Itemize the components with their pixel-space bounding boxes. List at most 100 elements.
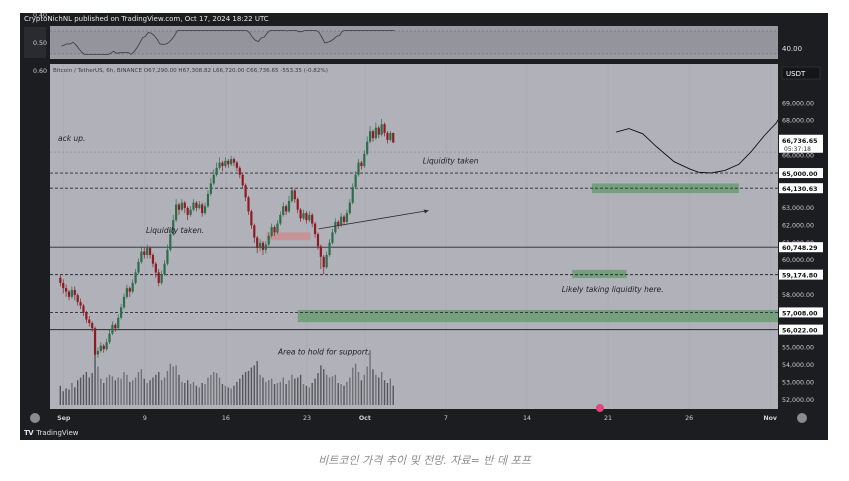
level-price-label: 65,000.00 xyxy=(782,171,818,178)
candle-body xyxy=(160,274,163,283)
right-axis-tick: 58,000.00 xyxy=(782,292,814,299)
volume-bar xyxy=(297,377,299,405)
candle-body xyxy=(273,227,276,233)
candle-body xyxy=(363,153,366,167)
candle-body xyxy=(374,127,377,139)
right-axis-tick: 66,000.00 xyxy=(782,153,814,160)
level-price-label: 64,130.63 xyxy=(782,186,817,193)
volume-bar xyxy=(389,378,392,405)
plot-background xyxy=(50,64,778,409)
candle-body xyxy=(67,291,71,297)
volume-bar xyxy=(169,363,172,405)
candle-body xyxy=(227,160,230,165)
candle-body xyxy=(366,141,369,154)
candle-body xyxy=(209,183,212,194)
volume-bar xyxy=(111,376,114,405)
volume-bar xyxy=(279,381,282,405)
candle-body xyxy=(169,234,172,250)
volume-bar xyxy=(378,377,380,405)
volume-bar xyxy=(129,381,131,405)
volume-bar xyxy=(163,377,166,405)
volume-bar xyxy=(372,369,374,405)
candle-body xyxy=(287,200,291,212)
candle-body xyxy=(383,124,386,133)
volume-bar xyxy=(256,361,258,405)
volume-bar xyxy=(369,350,371,405)
volume-bar xyxy=(320,365,322,405)
candle-body xyxy=(305,213,308,221)
left-axis-tick: 0.50 xyxy=(33,40,47,47)
volume-bar xyxy=(186,380,189,405)
candle-body xyxy=(140,251,143,262)
candle-body xyxy=(198,204,201,208)
green-zone xyxy=(297,309,778,323)
candle-body xyxy=(201,204,204,214)
volume-bar xyxy=(386,383,389,405)
candle-body xyxy=(102,345,105,350)
volume-bar xyxy=(247,370,250,405)
volume-bar xyxy=(146,383,148,405)
volume-bar xyxy=(299,374,302,405)
volume-bar xyxy=(285,384,287,405)
candle-body xyxy=(322,256,325,268)
volume-bar xyxy=(239,378,241,405)
volume-bar xyxy=(340,384,342,405)
candle-body xyxy=(377,127,380,135)
candle-body xyxy=(154,263,157,273)
candle-body xyxy=(108,333,111,343)
candle-body xyxy=(111,324,114,334)
volume-bar xyxy=(131,380,134,405)
volume-bar xyxy=(325,374,328,405)
candle-body xyxy=(128,288,131,292)
candle-body xyxy=(368,131,372,142)
candle-body xyxy=(221,162,224,167)
volume-bar xyxy=(276,383,279,405)
candle-body xyxy=(175,204,178,221)
volume-bar xyxy=(71,383,73,405)
level-price-label: 56,022.00 xyxy=(782,328,818,335)
candle-body xyxy=(354,174,357,187)
volume-bar xyxy=(331,376,334,405)
candle-body xyxy=(131,282,134,292)
right-axis-bg xyxy=(778,64,828,409)
level-price-label-bg xyxy=(779,242,823,253)
volume-bar xyxy=(158,372,160,405)
candle-body xyxy=(62,282,65,289)
rsi-axis-label: 40.00 xyxy=(782,45,802,53)
left-axis-bg xyxy=(20,64,50,409)
red-zone xyxy=(266,232,311,241)
volume-bar xyxy=(262,377,264,405)
chart-annotation: Liquidity taken. xyxy=(146,226,204,235)
volume-bar xyxy=(152,377,154,405)
volume-bar xyxy=(117,377,119,405)
volume-bar xyxy=(294,378,296,405)
left-axis-tick: 0.40 xyxy=(33,13,47,19)
candle-body xyxy=(253,225,256,238)
volume-bar xyxy=(366,366,368,405)
chart-annotation: Area to hold for support. xyxy=(277,347,370,356)
replay-marker-icon xyxy=(595,404,604,412)
time-axis-tick: 23 xyxy=(303,415,311,422)
volume-bar xyxy=(149,380,151,405)
rsi-band xyxy=(50,31,778,54)
chart-frame: CryptoNichNL published on TradingView.co… xyxy=(20,13,828,440)
volume-bar xyxy=(88,377,90,405)
volume-bar xyxy=(59,385,62,405)
volume-bar xyxy=(337,383,339,405)
candle-body xyxy=(328,242,331,256)
candle-body xyxy=(166,249,169,264)
rsi-left-gutter xyxy=(24,27,46,58)
candle-body xyxy=(342,216,346,222)
candle-body xyxy=(99,345,102,351)
volume-bar xyxy=(79,377,82,405)
candle-body xyxy=(192,202,195,210)
candle-body xyxy=(203,206,207,214)
volume-bar xyxy=(76,380,79,405)
volume-bar xyxy=(270,378,273,405)
volume-bar xyxy=(363,374,365,405)
candle-body xyxy=(70,289,73,297)
price-chart[interactable]: 40.00 ack up. Liquidity taken. Liquidity ta… xyxy=(20,13,828,440)
right-scale-button-icon xyxy=(797,413,807,423)
candle-body xyxy=(186,207,189,215)
candle-body xyxy=(261,242,265,250)
